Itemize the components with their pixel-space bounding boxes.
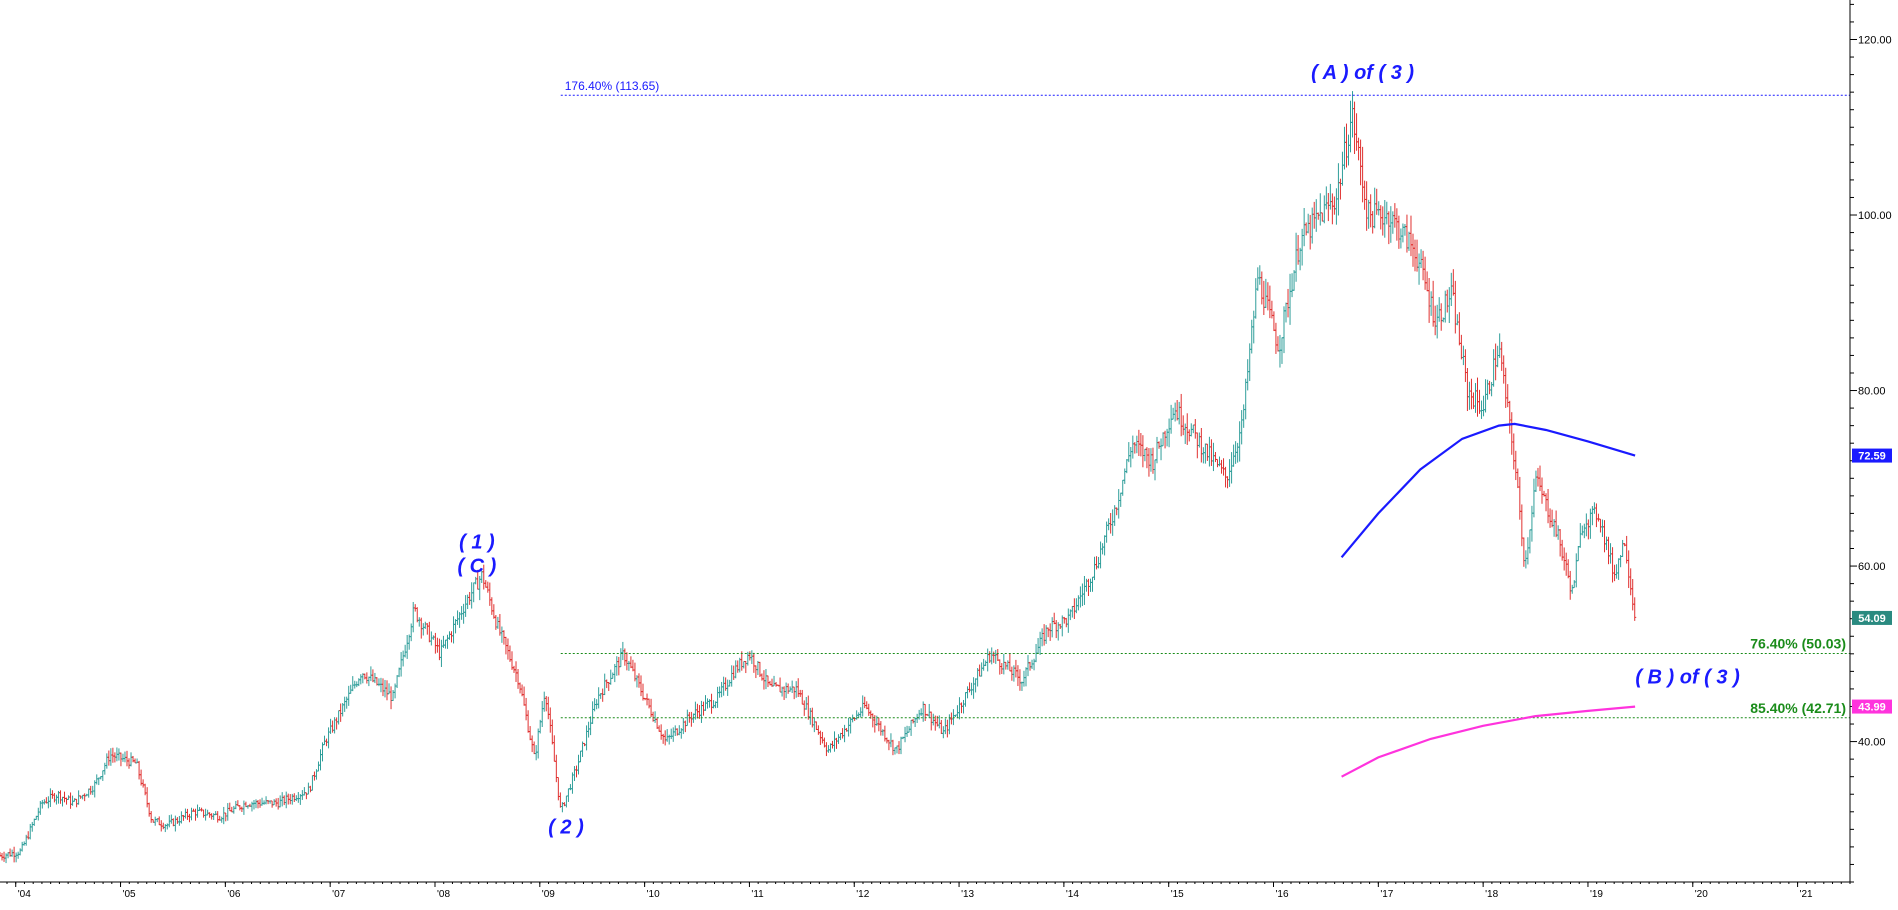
- fib-level-label: 85.40% (42.71): [1750, 700, 1846, 716]
- x-tick-label: '05: [123, 889, 136, 900]
- y-tick-label: 120.00: [1858, 34, 1892, 46]
- lower-curve-tag-bg: [1852, 699, 1892, 714]
- fib-levels: 176.40% (113.65) 76.40% (50.03) 85.40% (42…: [560, 79, 1850, 719]
- fib-level-label: 76.40% (50.03): [1750, 636, 1846, 652]
- last-price-tag-bg: [1852, 610, 1892, 625]
- wave-label: ( 1 ): [459, 532, 495, 554]
- upper-curve-tag-bg: [1852, 448, 1892, 463]
- x-tick-label: '09: [542, 889, 555, 900]
- x-tick-label: '21: [1800, 889, 1813, 900]
- x-tick-label: '14: [1066, 889, 1079, 900]
- x-tick-label: '19: [1590, 889, 1603, 900]
- average-curve: [1340, 422, 1636, 559]
- x-tick-label: '17: [1380, 889, 1393, 900]
- y-tick-label: 40.00: [1858, 737, 1886, 749]
- x-tick-label: '08: [437, 889, 450, 900]
- fib-level-label: 176.40% (113.65): [565, 79, 660, 93]
- average-curves: [1340, 422, 1636, 778]
- wave-label: ( 2 ): [548, 817, 584, 839]
- upper-curve-tag: 72.59: [1858, 451, 1886, 463]
- x-tick-label: '18: [1485, 889, 1498, 900]
- x-tick-label: '11: [751, 889, 764, 900]
- x-tick-label: '12: [856, 889, 869, 900]
- y-tick-label: 60.00: [1858, 561, 1886, 573]
- wave-labels: ( 1 )( C ) ( 2 ) ( A ) of ( 3 ) ( B ) of ( …: [457, 62, 1740, 839]
- wave-label: ( A ) of ( 3 ): [1311, 62, 1414, 84]
- wave-label: ( C ): [457, 556, 496, 578]
- y-tick-label: 100.00: [1858, 210, 1892, 222]
- x-tick-label: '06: [227, 889, 240, 900]
- x-tick-label: '15: [1171, 889, 1184, 900]
- x-tick-label: '10: [647, 889, 660, 900]
- x-tick-label: '07: [332, 889, 345, 900]
- price-bars: [0, 91, 1637, 864]
- last-price-tag: 54.09: [1858, 613, 1886, 625]
- x-tick-label: '16: [1276, 889, 1289, 900]
- x-tick-label: '04: [18, 889, 31, 900]
- lower-curve-tag: 43.99: [1858, 702, 1886, 714]
- x-tick-label: '20: [1695, 889, 1708, 900]
- average-curve: [1341, 705, 1636, 778]
- x-tick-label: '13: [961, 889, 974, 900]
- wave-label: ( B ) of ( 3 ): [1635, 667, 1740, 689]
- y-tick-label: 80.00: [1858, 386, 1886, 398]
